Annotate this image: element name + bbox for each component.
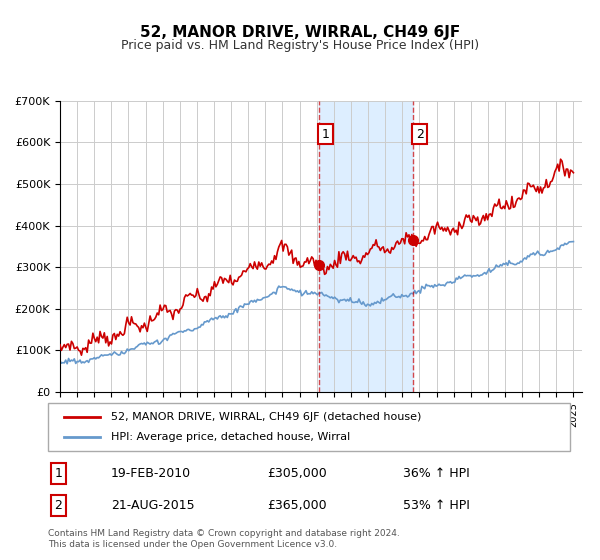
Text: £365,000: £365,000 [267,499,327,512]
Text: 52, MANOR DRIVE, WIRRAL, CH49 6JF: 52, MANOR DRIVE, WIRRAL, CH49 6JF [140,25,460,40]
FancyBboxPatch shape [48,403,570,451]
Text: £305,000: £305,000 [267,467,327,480]
Text: 2: 2 [55,499,62,512]
Text: 19-FEB-2010: 19-FEB-2010 [110,467,191,480]
Text: 1: 1 [55,467,62,480]
Text: 2: 2 [416,128,424,141]
Bar [319,101,413,392]
Text: 1: 1 [322,128,329,141]
Text: 36% ↑ HPI: 36% ↑ HPI [403,467,470,480]
Text: HPI: Average price, detached house, Wirral: HPI: Average price, detached house, Wirr… [110,432,350,442]
Text: 21-AUG-2015: 21-AUG-2015 [110,499,194,512]
Text: Contains HM Land Registry data © Crown copyright and database right 2024.
This d: Contains HM Land Registry data © Crown c… [48,529,400,549]
Text: Price paid vs. HM Land Registry's House Price Index (HPI): Price paid vs. HM Land Registry's House … [121,39,479,52]
Text: 52, MANOR DRIVE, WIRRAL, CH49 6JF (detached house): 52, MANOR DRIVE, WIRRAL, CH49 6JF (detac… [110,412,421,422]
Text: 53% ↑ HPI: 53% ↑ HPI [403,499,470,512]
